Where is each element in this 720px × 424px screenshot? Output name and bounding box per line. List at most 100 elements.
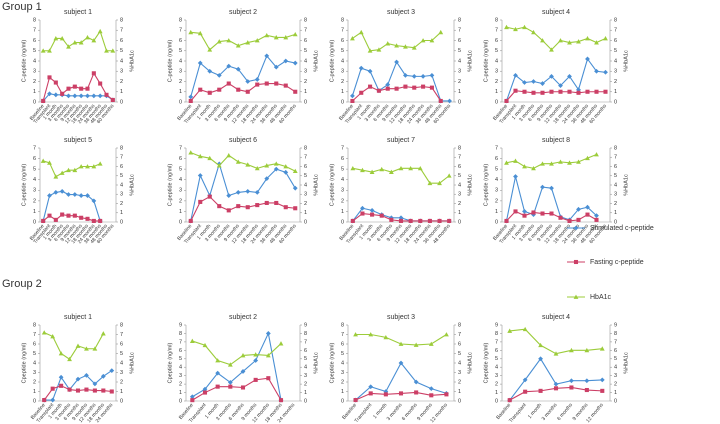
marker	[245, 205, 250, 210]
y-tick-label: 1	[341, 389, 344, 395]
marker	[567, 218, 572, 223]
marker	[573, 225, 579, 231]
y-tick-label: 2	[33, 379, 36, 385]
marker	[531, 212, 536, 217]
y-tick-label: 3	[33, 69, 36, 75]
marker	[350, 218, 355, 223]
marker	[85, 35, 90, 40]
y-tick-label: 6	[179, 348, 182, 354]
marker	[603, 36, 608, 41]
y-tick-label: 4	[179, 365, 182, 371]
marker	[255, 203, 260, 208]
y-tick-label: 2	[179, 198, 182, 204]
marker	[72, 93, 78, 99]
marker	[40, 158, 46, 163]
marker	[47, 75, 52, 80]
y-tick-label: 6	[495, 38, 498, 44]
marker	[50, 334, 56, 339]
marker	[190, 398, 195, 403]
marker	[79, 215, 84, 220]
y2-axis-label: %HbA1c	[313, 174, 319, 196]
y2-tick-label: 5	[120, 173, 123, 179]
marker	[253, 377, 258, 382]
marker	[558, 89, 563, 94]
marker	[360, 167, 365, 173]
y-tick-label: 4	[495, 365, 498, 371]
y2-tick-label: 4	[458, 182, 461, 188]
y-tick-label: 3	[179, 69, 182, 75]
y2-tick-label: 3	[120, 192, 123, 198]
marker	[274, 81, 279, 86]
series-line	[43, 332, 104, 360]
marker	[40, 48, 46, 53]
marker	[59, 36, 65, 41]
marker	[235, 190, 241, 195]
y2-tick-label: 6	[614, 164, 617, 170]
marker	[91, 38, 97, 43]
y2-tick-label: 4	[304, 365, 307, 371]
y2-tick-label: 3	[458, 69, 461, 75]
marker	[567, 73, 572, 79]
y2-tick-label: 3	[614, 69, 617, 75]
marker	[599, 346, 605, 351]
marker	[513, 209, 518, 214]
marker	[379, 213, 384, 218]
marker	[522, 80, 527, 85]
marker	[585, 204, 590, 210]
y2-tick-label: 2	[304, 79, 307, 85]
y2-tick-label: 7	[458, 155, 461, 161]
y-tick-label: 7	[341, 332, 344, 338]
y-tick-label: 0	[495, 99, 498, 105]
y2-tick-label: 2	[120, 379, 123, 385]
y2-tick-label: 1	[458, 210, 461, 216]
marker	[553, 351, 559, 356]
y-tick-label: 2	[495, 198, 498, 204]
marker	[513, 174, 518, 179]
marker	[420, 73, 426, 79]
marker	[504, 98, 509, 104]
y-tick-label: 8	[179, 17, 182, 23]
marker	[278, 398, 284, 403]
chart-title: subject 2	[229, 314, 257, 321]
marker	[558, 83, 563, 88]
marker	[91, 198, 97, 204]
y2-tick-label: 7	[458, 332, 461, 338]
marker	[254, 190, 260, 195]
y2-tick-label: 2	[120, 201, 123, 207]
marker	[53, 92, 59, 98]
marker	[226, 193, 232, 198]
marker	[569, 347, 574, 353]
y2-tick-label: 2	[458, 379, 461, 385]
series-line	[190, 54, 296, 98]
series-line	[352, 167, 450, 184]
marker	[273, 161, 279, 166]
marker	[236, 87, 241, 92]
y-tick-label: 5	[33, 167, 36, 173]
y-tick-label: 2	[179, 79, 182, 85]
marker	[97, 28, 103, 34]
group-title: Group 2	[2, 278, 42, 290]
y-tick-label: 2	[33, 79, 36, 85]
y-tick-label: 3	[179, 373, 182, 379]
marker	[72, 192, 78, 197]
marker	[383, 392, 388, 397]
y2-tick-label: 7	[120, 155, 123, 161]
marker	[216, 72, 222, 78]
marker	[531, 210, 536, 215]
marker	[594, 40, 599, 45]
marker	[264, 53, 270, 59]
marker	[197, 30, 203, 36]
y2-tick-label: 8	[614, 17, 617, 23]
y-tick-label: 3	[341, 69, 344, 75]
y2-tick-label: 0	[614, 219, 617, 225]
marker	[594, 217, 599, 222]
marker	[207, 155, 213, 161]
marker	[369, 169, 375, 174]
marker	[447, 98, 452, 104]
marker	[522, 209, 527, 214]
marker	[189, 394, 195, 400]
marker	[110, 97, 115, 102]
y2-tick-label: 1	[614, 390, 617, 396]
y-tick-label: 4	[341, 58, 344, 64]
y-tick-label: 4	[179, 177, 182, 183]
